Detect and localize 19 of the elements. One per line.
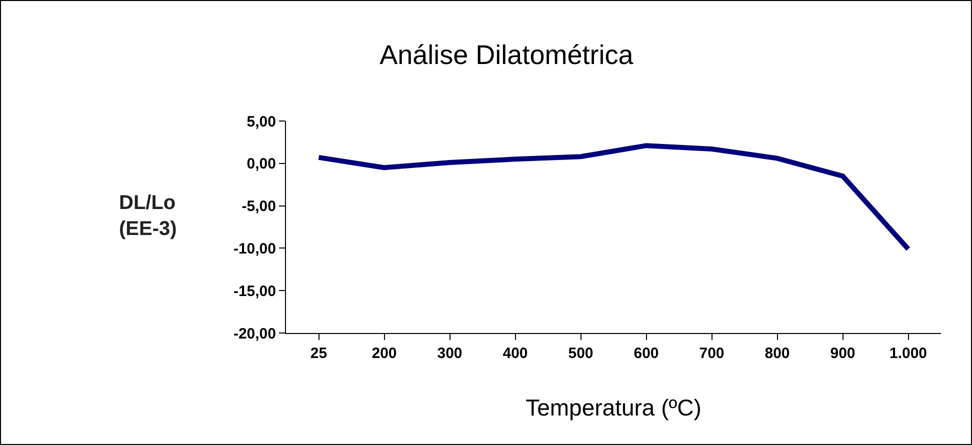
chart-title: Análise Dilatométrica: [380, 40, 634, 70]
y-tick-label: -5,00: [242, 198, 276, 216]
y-axis-title: DL/Lo (EE-3): [119, 192, 177, 240]
x-tick-label: 500: [568, 345, 594, 362]
y-tick-label: -10,00: [233, 240, 276, 258]
y-tick-label: 0,00: [246, 156, 276, 173]
x-tick-label: 1.000: [889, 345, 928, 362]
y-tick-label: 5,00: [246, 113, 276, 130]
x-tick-label: 200: [372, 345, 397, 362]
y-tick-label: -20,00: [233, 325, 276, 342]
x-tick-label: 800: [764, 345, 790, 362]
x-axis-title: Temperatura (ºC): [526, 394, 702, 421]
y-tick-label: -15,00: [233, 282, 276, 300]
x-tick-label: 600: [634, 345, 659, 362]
x-tick-label: 400: [502, 345, 528, 362]
x-tick-label: 900: [830, 345, 856, 362]
x-tick-label: 700: [699, 345, 724, 362]
x-tick-label: 300: [437, 345, 462, 362]
x-tick-label: 25: [310, 345, 328, 362]
